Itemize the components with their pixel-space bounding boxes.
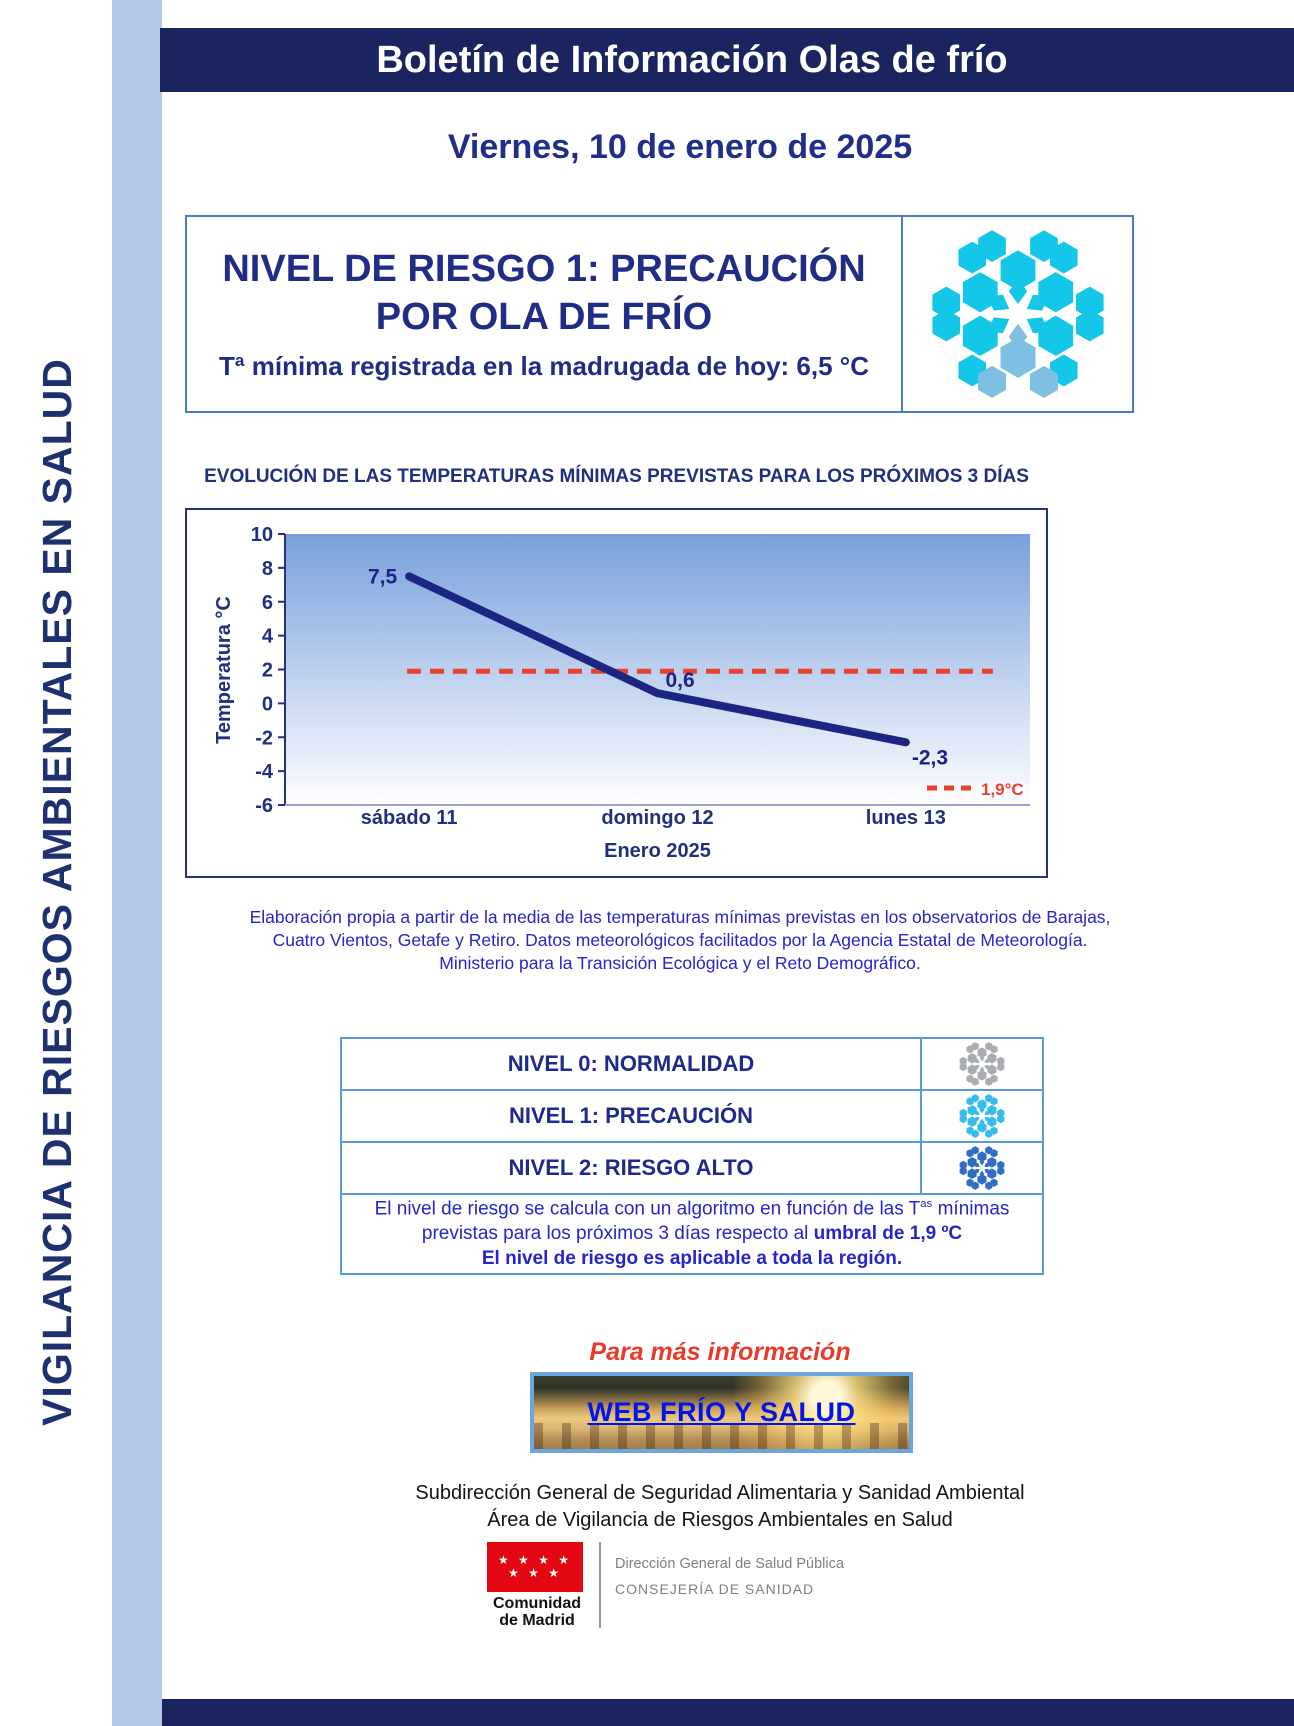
- bulletin-date: Viernes, 10 de enero de 2025: [447, 128, 913, 166]
- health-department-text: Dirección General de Salud Pública CONSE…: [615, 1542, 844, 1597]
- flag-stars-row1: ★ ★ ★ ★: [497, 1552, 573, 1567]
- risk-level-text: NIVEL DE RIESGO 1: PRECAUCIÓN POR OLA DE…: [187, 217, 901, 411]
- temperature-chart: 10 8 6 4 2 0 -2 -4 -6 1,9°C 7,5 0,6 -2,3 sábado 11 dom…: [213, 524, 1030, 862]
- footnote-line3: Ministerio para la Transición Ecológica …: [439, 953, 921, 974]
- level0-icon-cell: [920, 1039, 1042, 1089]
- level2-label: NIVEL 2: RIESGO ALTO: [508, 1155, 754, 1180]
- consejeria-label: CONSEJERÍA DE SANIDAD: [615, 1581, 815, 1597]
- snowflake-gray-icon: [959, 1041, 1005, 1087]
- madrid-flag-column: ★ ★ ★ ★ ★ ★ ★ Comunidad de Madrid: [487, 1542, 587, 1630]
- page-title: Boletín de Información Olas de frío: [376, 39, 1008, 81]
- footnote-line1: Elaboración propia a partir de la media …: [249, 907, 1111, 927]
- header-bar: Boletín de Información Olas de frío: [160, 28, 1294, 92]
- chart-footnote: Elaboración propia a partir de la media …: [185, 906, 1175, 975]
- level2-icon-cell: [920, 1143, 1042, 1193]
- winter-photo-banner[interactable]: WEB FRÍO Y SALUD: [530, 1372, 913, 1453]
- svg-text:domingo 12: domingo 12: [601, 807, 713, 829]
- level1-icon-cell: [920, 1091, 1042, 1141]
- left-accent-strip: [112, 0, 162, 1726]
- svg-text:0: 0: [262, 693, 273, 715]
- web-frio-y-salud-link[interactable]: WEB FRÍO Y SALUD: [587, 1397, 856, 1427]
- snowflake-logo-icon: [930, 226, 1106, 398]
- snowflake-logo-cell: [901, 217, 1132, 411]
- risk-title-line1: NIVEL DE RIESGO 1: PRECAUCIÓN: [222, 248, 866, 290]
- min-temp-subtitle: Tª mínima registrada en la madrugada de …: [219, 351, 869, 381]
- snowflake-cyan-icon: [959, 1093, 1005, 1139]
- svg-text:-2,3: -2,3: [912, 746, 948, 769]
- svg-text:Temperatura °C: Temperatura °C: [213, 596, 235, 744]
- table-row-level1: NIVEL 1: PRECAUCIÓN: [342, 1091, 1042, 1143]
- level1-label: NIVEL 1: PRECAUCIÓN: [508, 1103, 754, 1128]
- flag-caption: Comunidad de Madrid: [493, 1595, 581, 1629]
- svg-text:6: 6: [262, 592, 273, 614]
- direccion-general-label: Dirección General de Salud Pública: [615, 1556, 844, 1572]
- svg-text:-6: -6: [255, 795, 273, 817]
- svg-text:sábado 11: sábado 11: [361, 807, 458, 829]
- table-row-level2: NIVEL 2: RIESGO ALTO: [342, 1143, 1042, 1195]
- svg-text:4: 4: [262, 626, 274, 648]
- svg-text:-2: -2: [255, 727, 273, 749]
- more-info-heading: Para más información: [589, 1338, 851, 1366]
- svg-text:2: 2: [262, 660, 273, 682]
- bottom-navy-bar: [162, 1699, 1294, 1726]
- sidebar-vertical-title: VIGILANCIA DE RIESGOS AMBIENTALES EN SAL…: [34, 358, 80, 1426]
- risk-algorithm-note: El nivel de riesgo se calcula con un alg…: [374, 1197, 1010, 1269]
- footer-organization: Subdirección General de Seguridad Alimen…: [185, 1480, 1255, 1534]
- svg-text:0,6: 0,6: [666, 669, 695, 692]
- footnote-line2: Cuatro Vientos, Getafe y Retiro. Datos m…: [272, 930, 1088, 951]
- risk-levels-table: NIVEL 0: NORMALIDAD NIVEL 1: PRECAUCIÓN …: [340, 1037, 1044, 1275]
- chart-title: EVOLUCIÓN DE LAS TEMPERATURAS MÍNIMAS PR…: [204, 466, 1029, 487]
- svg-text:7,5: 7,5: [368, 565, 398, 588]
- flag-stars-row2: ★ ★ ★: [508, 1566, 562, 1580]
- svg-text:lunes 13: lunes 13: [866, 807, 946, 829]
- chart-container: 10 8 6 4 2 0 -2 -4 -6 1,9°C 7,5 0,6 -2,3 sábado 11 dom…: [185, 508, 1048, 878]
- table-row-level0: NIVEL 0: NORMALIDAD: [342, 1039, 1042, 1091]
- snowflake-blue-icon: [959, 1145, 1005, 1191]
- comunidad-madrid-logo-block: ★ ★ ★ ★ ★ ★ ★ Comunidad de Madrid Direcc…: [487, 1542, 844, 1630]
- org-line1: Subdirección General de Seguridad Alimen…: [415, 1482, 1025, 1504]
- level0-label: NIVEL 0: NORMALIDAD: [507, 1051, 755, 1076]
- logo-divider: [599, 1542, 601, 1628]
- svg-text:Enero 2025: Enero 2025: [604, 840, 711, 862]
- svg-text:-4: -4: [255, 761, 274, 783]
- svg-text:10: 10: [251, 524, 273, 546]
- svg-text:1,9°C: 1,9°C: [981, 780, 1024, 799]
- madrid-flag-icon: ★ ★ ★ ★ ★ ★ ★: [487, 1542, 583, 1592]
- org-line2: Área de Vigilancia de Riesgos Ambientale…: [487, 1509, 953, 1531]
- svg-text:8: 8: [262, 558, 273, 580]
- risk-level-box: NIVEL DE RIESGO 1: PRECAUCIÓN POR OLA DE…: [185, 215, 1134, 413]
- risk-title-line2: POR OLA DE FRÍO: [375, 295, 713, 338]
